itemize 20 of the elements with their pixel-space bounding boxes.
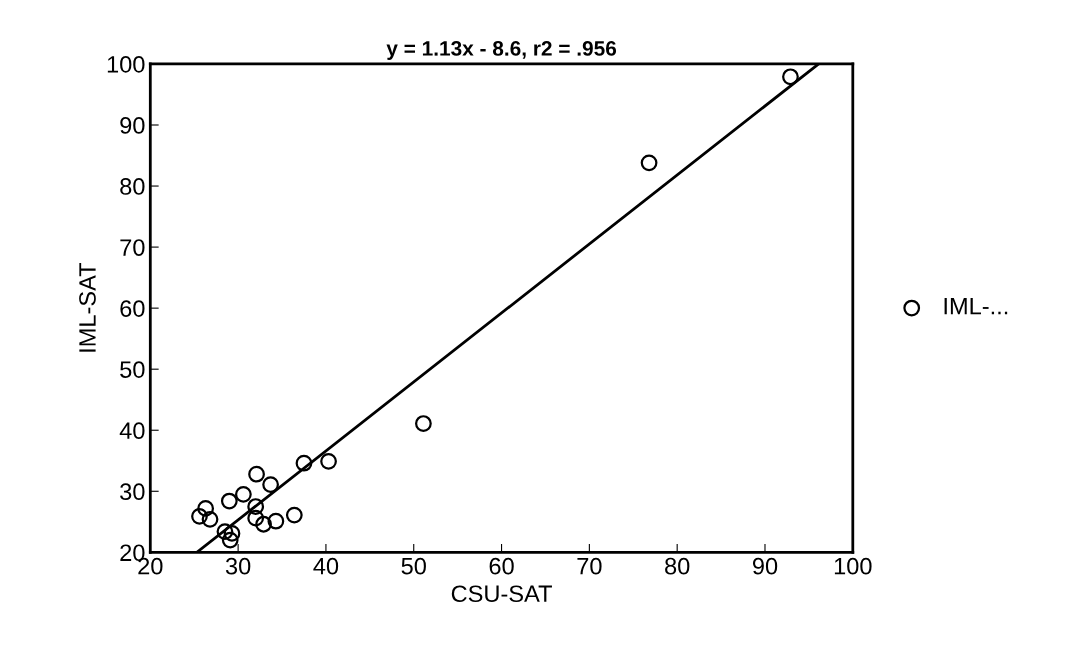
x-tick-label: 70 (577, 557, 602, 575)
x-tick-label: 30 (225, 557, 251, 575)
y-tick-label: 60 (120, 300, 145, 317)
y-tick-label: 80 (120, 178, 145, 195)
x-axis-title: CSU-SAT (451, 585, 552, 603)
y-tick-label: 70 (120, 239, 145, 256)
y-tick-label: 90 (120, 117, 145, 134)
x-tick-label: 90 (752, 557, 778, 575)
x-tick-label: 80 (665, 557, 690, 575)
y-tick-label: 40 (119, 422, 145, 440)
y-tick-label: 30 (120, 483, 145, 501)
chart-title: y = 1.13x - 8.6, r2 = .956 (386, 41, 617, 60)
x-tick-label: 100 (834, 557, 872, 575)
x-tick-label: 50 (401, 557, 426, 575)
x-tick-label: 40 (313, 557, 339, 575)
x-tick-label: 60 (489, 557, 514, 575)
y-axis-title: IML-SAT (79, 262, 96, 352)
y-tick-label: 50 (120, 361, 145, 378)
legend-label: IML-... (944, 298, 1008, 315)
y-tick-label: 100 (107, 56, 145, 73)
